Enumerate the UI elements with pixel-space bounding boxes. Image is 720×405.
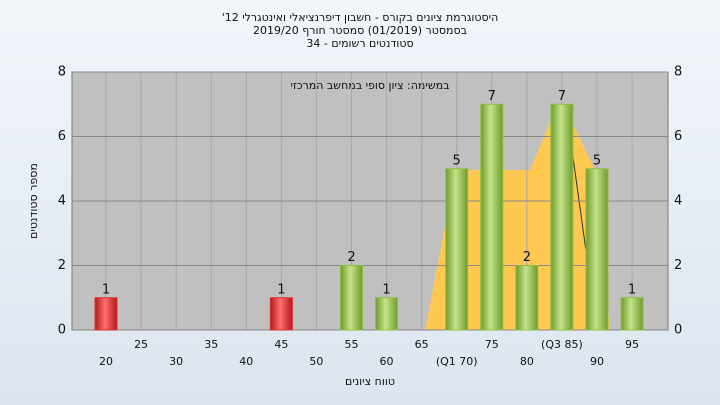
trend-line — [571, 149, 588, 259]
bar — [550, 103, 574, 331]
value-label: 7 — [558, 89, 566, 104]
x-tick-label: 20 — [99, 355, 113, 368]
title-line: בסמסטר (01/2019) סמסטר חורף 2019/20 — [253, 24, 467, 37]
x-tick-label: 50 — [309, 355, 323, 368]
x-tick-label: 25 — [134, 338, 148, 351]
y-tick-label: 4 — [58, 194, 66, 209]
value-label: 2 — [523, 250, 531, 265]
y-tick-label: 0 — [58, 323, 66, 338]
bar — [445, 168, 469, 331]
y2-tick-label: 8 — [674, 65, 682, 80]
value-label: 5 — [593, 153, 601, 168]
y-tick-label: 8 — [58, 65, 66, 80]
y2-tick-label: 2 — [674, 258, 682, 273]
x-axis-label: טווח ציונים — [345, 375, 395, 388]
value-label: 1 — [277, 282, 285, 297]
title-line: היסטוגרמת ציונים בקורס - חשבון דיפרנציאל… — [222, 11, 499, 24]
value-label: 5 — [453, 153, 461, 168]
bar — [480, 103, 504, 331]
bar — [94, 297, 118, 331]
x-tick-label: 45 — [274, 338, 288, 351]
x-tick-label: 30 — [169, 355, 183, 368]
value-label: 1 — [628, 282, 636, 297]
x-tick-label: (Q1 70) — [436, 355, 478, 368]
y2-tick-label: 4 — [674, 194, 682, 209]
x-tick-label: 90 — [590, 355, 604, 368]
bar — [375, 297, 399, 331]
x-tick-label: (Q3 85) — [541, 338, 583, 351]
y2-tick-label: 6 — [674, 129, 682, 144]
x-tick-label: 40 — [239, 355, 253, 368]
x-tick-label: 35 — [204, 338, 218, 351]
x-tick-label: 60 — [380, 355, 394, 368]
y-tick-label: 2 — [58, 258, 66, 273]
x-tick-label: 95 — [625, 338, 639, 351]
value-label: 1 — [382, 282, 390, 297]
value-label: 7 — [488, 89, 496, 104]
x-tick-label: 55 — [344, 338, 358, 351]
y2-tick-label: 0 — [674, 323, 682, 338]
title-line: סטודנטים רשומים - 34 — [306, 37, 413, 50]
bar — [339, 265, 363, 331]
annotation: במשימה: ציון סופי במחשב המרכזי — [290, 79, 449, 92]
x-tick-label: 65 — [415, 338, 429, 351]
x-tick-label: 80 — [520, 355, 534, 368]
x-tick-label: 75 — [485, 338, 499, 351]
y-tick-label: 6 — [58, 129, 66, 144]
bar — [515, 265, 539, 331]
value-label: 2 — [347, 250, 355, 265]
y-axis-label: מספר סטודנטים — [27, 163, 40, 239]
bar — [620, 297, 644, 331]
value-label: 1 — [102, 282, 110, 297]
bar — [585, 168, 609, 331]
bar — [269, 297, 293, 331]
